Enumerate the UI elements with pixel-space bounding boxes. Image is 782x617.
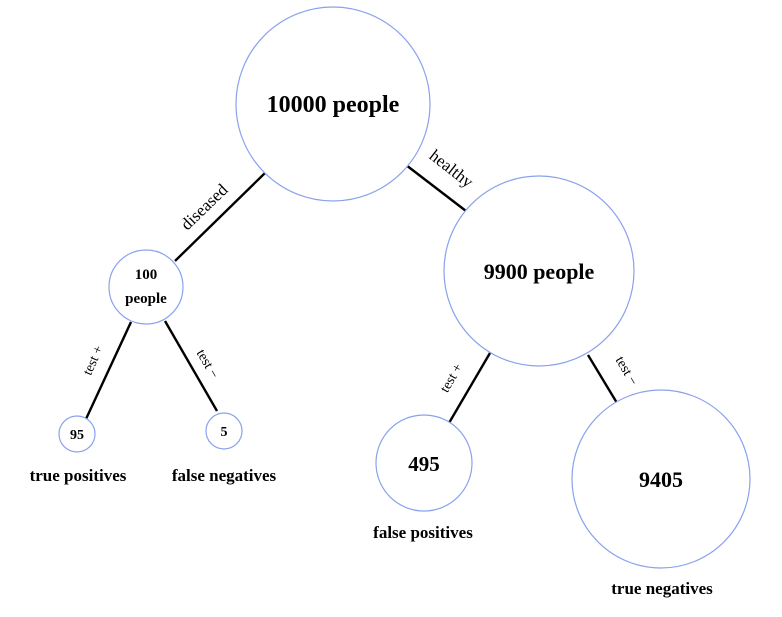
caption-true-positives: true positives (30, 466, 127, 485)
edge-label-diseased: diseased (177, 180, 232, 234)
node-false-positives-label: 495 (408, 452, 440, 476)
caption-false-negatives: false negatives (172, 466, 277, 485)
caption-true-negatives: true negatives (611, 579, 713, 598)
edge-label-diseased-test-positive: test + (81, 343, 107, 377)
node-healthy-label: 9900 people (484, 259, 595, 284)
node-root-label: 10000 people (267, 92, 400, 118)
node-true-negatives-label: 9405 (639, 467, 683, 492)
edge-label-healthy-test-negative: test − (612, 354, 640, 388)
node-true-positives-label: 95 (70, 428, 84, 443)
node-diseased-label-line1: 100 (135, 267, 158, 283)
edge-label-healthy-test-positive: test + (438, 361, 466, 395)
node-diseased-label-line2: people (125, 291, 167, 307)
node-false-negatives-label: 5 (221, 425, 228, 440)
caption-false-positives: false positives (373, 523, 473, 542)
node-diseased (109, 250, 183, 324)
